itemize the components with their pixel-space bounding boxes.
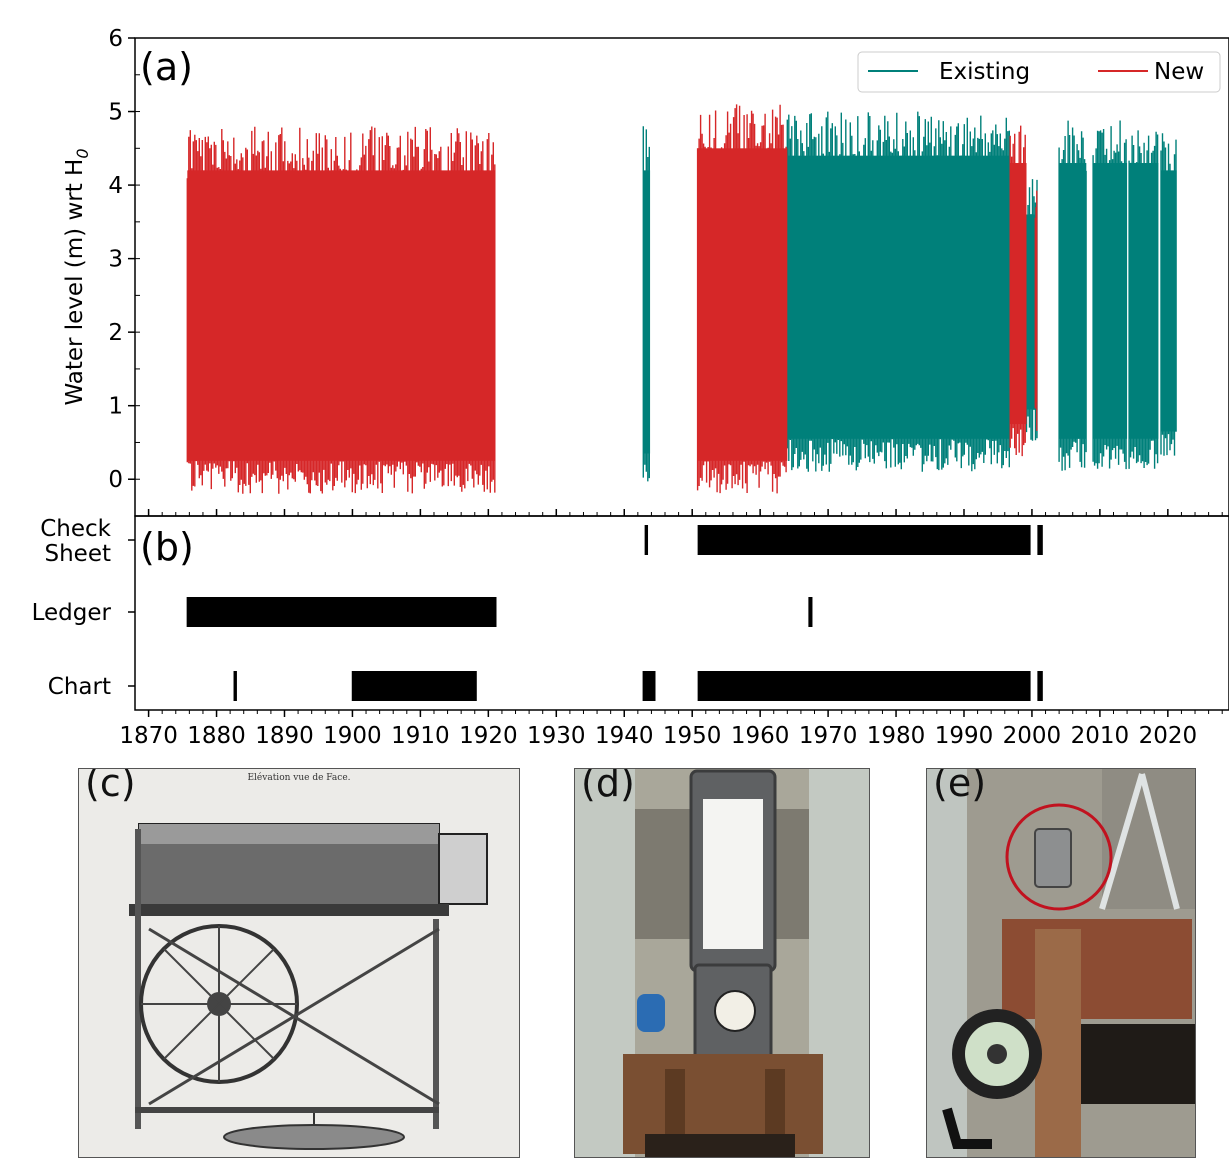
series-segment-core [1059,163,1087,439]
series-segment-core [697,148,788,461]
photo-c-label: (c) [85,768,136,805]
photo-c-caption: Elévation vue de Face. [247,773,351,783]
x-tick-label: 1890 [255,723,314,749]
x-tick-label: 1930 [527,723,586,749]
legend-box [857,51,1221,93]
photo-e-illustration [927,769,1195,1157]
interval-row [186,597,813,627]
photo-e-label: (e) [933,768,987,805]
photo-d-illustration [575,769,869,1157]
x-tick-label: 1960 [731,723,790,749]
x-tick-label: 1910 [391,723,450,749]
interval-bar [697,525,1031,555]
y-tick-label: 1 [108,394,123,420]
interval-bar [644,525,649,555]
x-tick-label: 1880 [187,723,246,749]
legend-label-existing: Existing [939,59,1030,85]
panel-a-label: (a) [140,45,193,89]
series-segment-core [187,170,496,461]
series-segment-core [1093,163,1128,439]
drawing-illustration [79,769,519,1157]
series-segment-core [1161,170,1177,432]
x-tick-label: 1950 [663,723,722,749]
series-segment-core [1035,207,1038,403]
y-tick-label: 5 [108,100,123,126]
x-tick-label: 1980 [867,723,926,749]
x-tick-label: 2010 [1071,723,1130,749]
series-segment-core [643,170,651,454]
y-tick-label: 0 [108,467,123,493]
x-tick-label: 2000 [1003,723,1062,749]
x-tick-label: 1870 [119,723,178,749]
series-segment-core [1026,214,1038,410]
x-tick-label: 1920 [459,723,518,749]
category-label: Sheet [45,541,112,567]
series-segment-core [787,155,1011,439]
y-tick-label: 3 [108,247,123,273]
photo-c-tide-gauge-drawing: Elévation vue de Face. (c) [78,768,520,1158]
panel-b-label: (b) [140,525,194,569]
x-tick-label: 1970 [799,723,858,749]
series-existing [642,111,1177,482]
legend-label-new: New [1154,59,1204,85]
category-label: Chart [48,674,111,700]
interval-bar [808,597,813,627]
x-tick-label: 1900 [323,723,382,749]
plot-frame-b [134,515,1229,711]
photo-e-radar-gauge: (e) [926,768,1196,1158]
series-segment-core [1129,163,1159,439]
interval-row [644,525,1043,555]
photo-d-float-gauge: (d) [574,768,870,1158]
x-tick-label: 1990 [935,723,994,749]
x-tick-label: 1940 [595,723,654,749]
y-tick-label: 2 [108,320,123,346]
interval-bar [642,671,656,701]
chart-figure: 0 1 2 3 4 5 6 Water level (m) wrt H0 (a) Existing… [32,26,1229,749]
y-axis-label-subscript: 0 [73,148,92,158]
legend: Existing New [857,51,1221,93]
y-tick-label: 6 [108,26,123,52]
series-segment-core [1010,163,1027,425]
interval-bar [697,671,1031,701]
series-new [186,104,1038,494]
category-label: Ledger [32,600,112,626]
x-tick-label: 2020 [1139,723,1198,749]
interval-bar [186,597,497,627]
interval-bar [1037,525,1043,555]
y-tick-label: 4 [108,173,123,199]
interval-bar [1037,671,1043,701]
photo-d-label: (d) [581,768,635,805]
interval-bar [351,671,477,701]
category-label: Check [40,516,111,542]
interval-bar [233,671,237,701]
y-axis-label: Water level (m) wrt H0 [62,148,92,405]
interval-row [233,671,1043,701]
panel-a-line-chart: 0 1 2 3 4 5 6 Water level (m) wrt H0 (a) Existing… [62,26,1229,517]
